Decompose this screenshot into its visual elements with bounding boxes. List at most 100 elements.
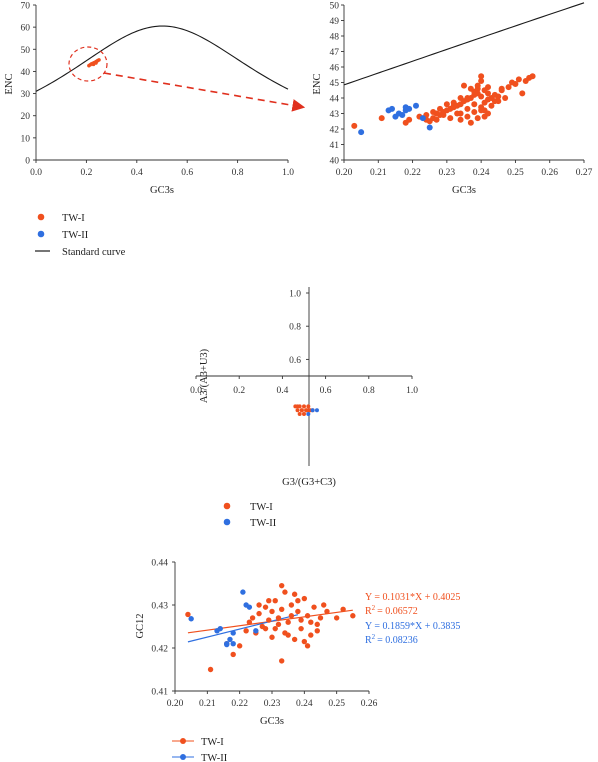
- data-point-tw1: [246, 619, 253, 625]
- y-tick-label: 49: [330, 17, 340, 27]
- x-tick-label: 0.8: [232, 168, 244, 178]
- data-point-tw1: [481, 113, 488, 120]
- data-point-tw1: [321, 602, 327, 608]
- data-point-tw1: [272, 625, 278, 632]
- data-point-tw2: [230, 641, 236, 647]
- legend-dot-tw2: [180, 754, 186, 760]
- data-point-tw1: [297, 412, 302, 416]
- x-tick-label: 0.20: [336, 168, 353, 178]
- data-point-tw1: [97, 58, 101, 62]
- data-point-tw1: [502, 95, 509, 101]
- data-point-tw1: [529, 73, 536, 80]
- y-tick-label: 0.41: [151, 688, 168, 698]
- legend-label-tw2: TW-II: [62, 230, 89, 241]
- data-point-tw1: [350, 613, 356, 619]
- x-tick-label: 0.25: [328, 699, 345, 709]
- x-tick-label: 0.4: [276, 386, 288, 396]
- data-point-tw1: [461, 82, 467, 89]
- data-point-tw1: [509, 79, 515, 86]
- data-point-tw1: [304, 408, 309, 413]
- legend-label-standard: Standard curve: [62, 247, 126, 258]
- x-tick-label: 0.26: [361, 699, 378, 709]
- data-point-tw1: [430, 108, 437, 115]
- data-point-tw1: [295, 608, 301, 615]
- legend-dot-tw1: [223, 502, 231, 510]
- x-tick-label: 0.20: [167, 699, 184, 709]
- fit-equation-tw1: Y = 0.1031*X + 0.4025: [365, 592, 460, 603]
- data-point-tw1: [308, 619, 314, 625]
- gc12-gc3s-chart: 0.20 0.21 0.22 0.23 0.24 0.25 0.26 0.41 0.42 0.43…: [135, 559, 460, 728]
- standard-curve-line-zoom: [343, 2, 585, 86]
- x-tick-label: 0.21: [370, 168, 387, 178]
- data-point-tw1: [340, 606, 346, 612]
- data-point-tw1: [256, 610, 262, 617]
- data-point-tw1: [406, 116, 413, 123]
- data-point-tw2: [389, 105, 395, 112]
- data-point-tw1: [474, 115, 481, 122]
- x-tick-label: 0.24: [296, 699, 313, 709]
- y-tick-label: 42: [330, 126, 340, 136]
- data-point-tw1: [333, 615, 340, 621]
- data-point-tw1: [443, 101, 450, 108]
- data-point-tw1: [94, 61, 98, 65]
- data-point-tw1: [266, 598, 272, 604]
- enc-gc3s-zoom-chart: 0.20 0.21 0.22 0.23 0.24 0.25 0.26 0.27 40 41 42 43…: [312, 2, 593, 197]
- data-point-tw2: [306, 412, 311, 416]
- panel-c-ylabel: A3/(A3+U3): [199, 348, 210, 403]
- data-point-tw1: [467, 119, 474, 126]
- y-tick-label: 50: [21, 46, 31, 56]
- data-point-tw1: [275, 615, 282, 621]
- panel-a-ylabel: ENC: [4, 74, 15, 95]
- x-tick-label: 0.23: [439, 168, 456, 178]
- data-point-tw1: [298, 625, 304, 632]
- neutrality-quadrant-chart: 0.0 0.2 0.4 0.6 0.8 1.0 0.6 0.8 1.0 G3/(G3+C3) A…: [190, 287, 418, 488]
- panel-d-ylabel: GC12: [135, 613, 146, 638]
- y-tick-label: 10: [21, 134, 31, 144]
- data-point-tw1: [485, 84, 491, 91]
- legend-label-tw1: TW-I: [62, 213, 85, 224]
- legend-label-tw2: TW-II: [201, 753, 228, 762]
- data-point-tw2: [188, 616, 194, 622]
- x-tick-label: 0.6: [181, 168, 193, 178]
- data-point-tw1: [464, 95, 471, 101]
- fit-r2-tw2: R2 = 0.08236: [365, 633, 418, 646]
- fit-r2-tw1: R2 = 0.06572: [365, 604, 418, 617]
- x-tick-label: 0.26: [541, 168, 558, 178]
- x-tick-label: 0.22: [404, 168, 421, 178]
- data-point-tw1: [230, 651, 236, 658]
- data-point-tw1: [474, 90, 481, 97]
- data-point-tw2: [419, 115, 426, 122]
- y-tick-label: 47: [330, 48, 340, 58]
- data-point-tw1: [474, 82, 481, 89]
- data-point-tw1: [457, 110, 464, 117]
- y-tick-label: 70: [21, 2, 31, 12]
- data-point-tw1: [236, 643, 243, 649]
- zoom-arrow: [103, 72, 306, 112]
- y-tick-label: 60: [21, 24, 31, 34]
- data-point-tw1: [447, 115, 454, 122]
- data-point-tw1: [243, 628, 249, 634]
- data-point-tw1: [285, 619, 291, 625]
- y-tick-label: 45: [330, 79, 340, 89]
- legend-middle: TW-I TW-II: [223, 502, 277, 529]
- data-point-tw1: [288, 613, 295, 619]
- y-tick-label: 44: [330, 95, 340, 105]
- data-point-tw2: [399, 112, 406, 119]
- panel-a-xlabel: GC3s: [150, 185, 174, 196]
- y-tick-label: 41: [330, 141, 340, 151]
- data-point-tw1: [471, 101, 478, 108]
- data-point-tw2: [253, 628, 259, 634]
- data-point-tw1: [282, 589, 288, 595]
- data-point-tw2: [413, 102, 419, 109]
- y-tick-label: 0.6: [289, 356, 301, 366]
- data-point-tw1: [440, 112, 447, 119]
- data-point-tw1: [302, 404, 306, 409]
- data-point-tw1: [301, 595, 308, 602]
- y-tick-label: 46: [330, 64, 340, 74]
- x-tick-label: 0.6: [320, 386, 332, 396]
- data-point-tw1: [308, 632, 314, 638]
- data-point-tw1: [304, 613, 311, 619]
- data-point-tw1: [269, 608, 275, 615]
- data-point-tw1: [478, 77, 485, 84]
